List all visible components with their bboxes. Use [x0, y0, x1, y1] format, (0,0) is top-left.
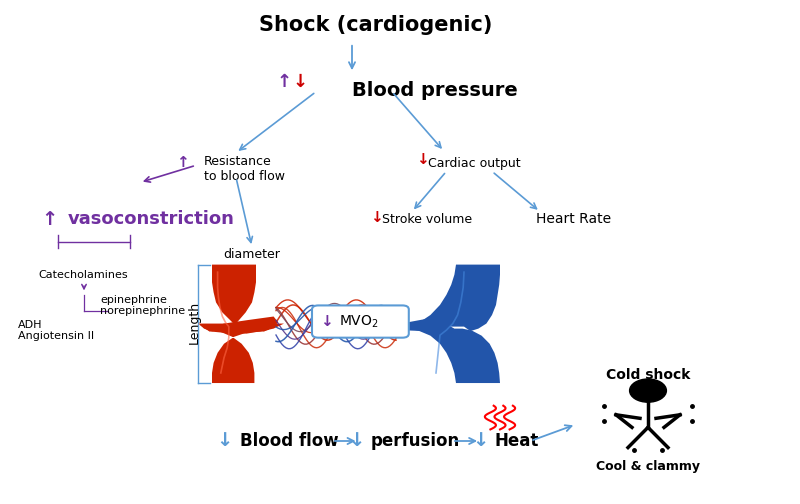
Text: Cool & clammy: Cool & clammy	[596, 460, 700, 473]
Text: ↓: ↓	[416, 152, 429, 167]
Text: Shock (cardiogenic): Shock (cardiogenic)	[259, 15, 493, 35]
Text: MVO$_2$: MVO$_2$	[339, 313, 379, 330]
Polygon shape	[200, 265, 276, 332]
Circle shape	[630, 379, 666, 402]
Text: epinephrine: epinephrine	[100, 295, 167, 305]
Text: vasoconstriction: vasoconstriction	[68, 210, 235, 228]
Text: ↓: ↓	[216, 431, 232, 451]
Text: Cardiac output: Cardiac output	[428, 157, 521, 170]
Text: perfusion: perfusion	[370, 432, 460, 450]
Text: diameter: diameter	[223, 248, 281, 261]
Text: ↓: ↓	[320, 314, 333, 329]
Text: norepinephrine: norepinephrine	[100, 306, 185, 316]
Text: ↓: ↓	[349, 431, 365, 451]
Polygon shape	[198, 324, 284, 383]
Text: Cold shock: Cold shock	[606, 368, 690, 383]
Polygon shape	[394, 317, 458, 331]
Text: ↓: ↓	[472, 431, 488, 451]
FancyBboxPatch shape	[312, 305, 409, 338]
Text: ↓: ↓	[293, 73, 307, 91]
Text: Length: Length	[188, 301, 201, 344]
Text: Blood pressure: Blood pressure	[352, 81, 518, 100]
Text: ↑: ↑	[176, 155, 189, 170]
Text: ↑: ↑	[277, 73, 291, 91]
Text: Blood flow: Blood flow	[240, 432, 338, 450]
Text: ↑: ↑	[42, 210, 58, 229]
Text: Heat: Heat	[494, 432, 538, 450]
Text: ADH: ADH	[18, 320, 42, 330]
Polygon shape	[396, 325, 500, 383]
Text: Stroke volume: Stroke volume	[382, 213, 473, 226]
Text: ↓: ↓	[370, 210, 382, 225]
Text: Catecholamines: Catecholamines	[38, 270, 128, 280]
Text: Heart Rate: Heart Rate	[536, 212, 611, 226]
Polygon shape	[210, 317, 278, 334]
Text: Angiotensin II: Angiotensin II	[18, 331, 94, 341]
Text: Resistance
to blood flow: Resistance to blood flow	[204, 155, 285, 183]
Polygon shape	[394, 265, 500, 331]
